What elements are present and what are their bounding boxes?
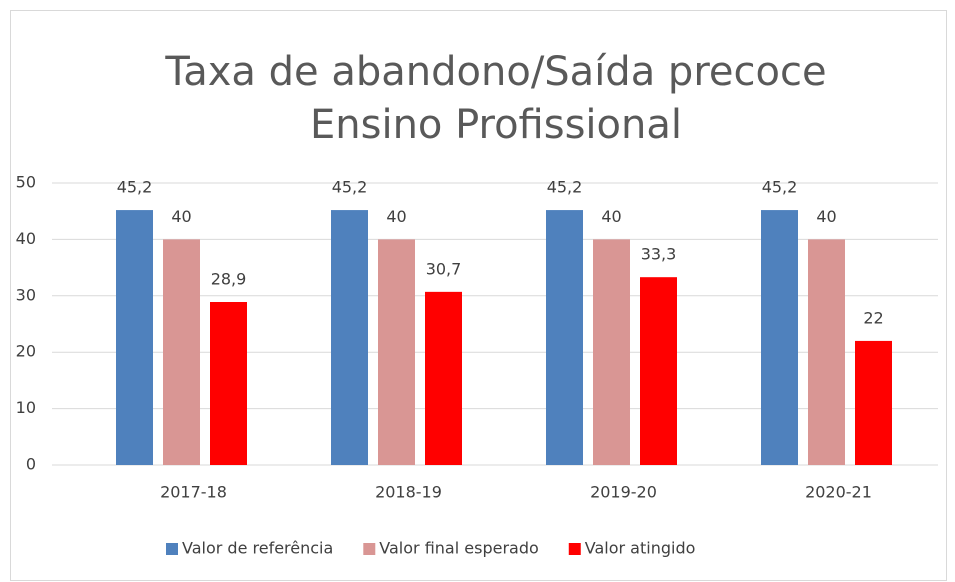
bar (808, 239, 845, 465)
x-tick-label: 2019-20 (590, 483, 657, 502)
bar (210, 302, 247, 465)
data-label: 30,7 (426, 259, 462, 278)
chart-title: Taxa de abandono/Saída precoce (164, 49, 826, 95)
y-tick-label: 40 (16, 229, 36, 248)
legend-label: Valor de referência (182, 539, 333, 558)
data-label: 45,2 (547, 178, 583, 197)
data-label: 33,3 (641, 245, 677, 264)
data-label: 45,2 (117, 178, 153, 197)
x-tick-label: 2018-19 (375, 483, 442, 502)
bar (546, 210, 583, 465)
x-tick-label: 2017-18 (160, 483, 227, 502)
legend-swatch (166, 543, 178, 555)
y-tick-label: 0 (26, 455, 36, 474)
x-tick-label: 2020-21 (805, 483, 872, 502)
data-label: 45,2 (332, 178, 368, 197)
bar (163, 239, 200, 465)
y-tick-label: 50 (16, 173, 36, 192)
legend-label: Valor atingido (585, 539, 696, 558)
bar (331, 210, 368, 465)
data-label: 45,2 (762, 178, 798, 197)
y-tick-label: 10 (16, 398, 36, 417)
y-tick-label: 20 (16, 342, 36, 361)
bar (425, 291, 462, 465)
data-label: 28,9 (211, 270, 247, 289)
y-tick-label: 30 (16, 285, 36, 304)
data-label: 40 (816, 207, 836, 226)
bar (855, 340, 892, 465)
bar (378, 239, 415, 465)
bar (640, 277, 677, 465)
data-label: 40 (171, 207, 191, 226)
legend-label: Valor final esperado (379, 539, 538, 558)
data-label: 40 (386, 207, 406, 226)
bar (116, 210, 153, 465)
bar (761, 210, 798, 465)
chart-title: Ensino Profissional (310, 102, 682, 148)
bar (593, 239, 630, 465)
legend-swatch (363, 543, 376, 555)
legend-swatch (568, 543, 581, 555)
data-label: 40 (601, 207, 621, 226)
data-label: 22 (863, 308, 883, 327)
